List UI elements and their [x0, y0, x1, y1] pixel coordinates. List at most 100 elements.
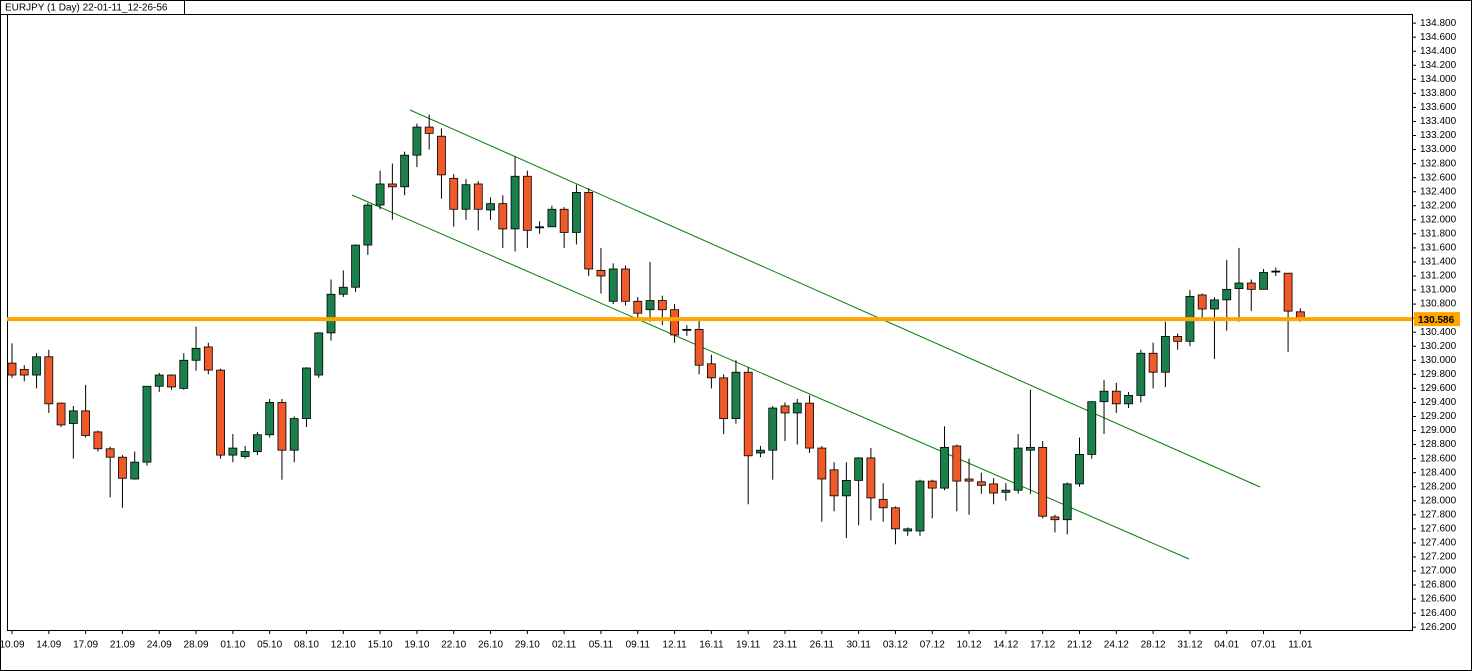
- y-tick-label: 130.200: [1420, 341, 1457, 352]
- candle-body: [1271, 270, 1281, 273]
- candle-body: [927, 480, 937, 489]
- candle-body: [179, 359, 189, 389]
- y-tick-label: 128.800: [1420, 439, 1457, 450]
- candle-body: [989, 483, 998, 494]
- x-tick-label: 17.09: [73, 640, 98, 651]
- y-tick-label: 127.800: [1420, 509, 1457, 520]
- x-tick-label: 22.10: [441, 640, 466, 651]
- candle-body: [584, 192, 594, 270]
- candle-body: [903, 528, 913, 532]
- candle-body: [854, 457, 864, 481]
- y-tick-label: 127.200: [1420, 552, 1457, 563]
- candle-body: [768, 407, 778, 451]
- y-tick-label: 126.400: [1420, 608, 1457, 619]
- y-tick-label: 129.400: [1420, 397, 1457, 408]
- candle-body: [952, 445, 962, 482]
- candle-body: [203, 346, 213, 371]
- chart-title: EURJPY (1 Day) 22-01-11_12-26-56: [5, 3, 168, 14]
- candle-body: [915, 480, 925, 532]
- x-tick-label: 05.11: [589, 640, 614, 651]
- candle-body: [1197, 294, 1207, 310]
- candle-body: [719, 377, 729, 419]
- candle-body: [1259, 272, 1268, 290]
- candle-body: [756, 449, 765, 454]
- candle-body: [486, 203, 495, 211]
- y-tick-label: 132.600: [1420, 172, 1457, 183]
- x-tick-label: 12.10: [331, 640, 356, 651]
- candle-body: [400, 154, 410, 188]
- candle-body: [1013, 447, 1023, 491]
- candle-body: [670, 309, 679, 336]
- candle-body: [878, 498, 888, 509]
- candle-body: [461, 184, 471, 210]
- candle-body: [964, 478, 974, 482]
- y-tick-label: 132.800: [1420, 158, 1457, 169]
- candle-body: [608, 268, 618, 302]
- candle-body: [424, 126, 434, 134]
- y-tick-label: 134.800: [1420, 18, 1457, 29]
- candle-body: [105, 448, 115, 458]
- candle-body: [118, 456, 127, 479]
- y-tick-label: 129.200: [1420, 411, 1457, 422]
- candle-body: [19, 369, 29, 376]
- candle-body: [314, 332, 324, 376]
- candle-body: [289, 418, 299, 451]
- candle-body: [1075, 454, 1084, 485]
- candle-body: [351, 244, 360, 288]
- x-tick-label: 11.01: [1288, 640, 1313, 651]
- candle-body: [657, 300, 667, 311]
- y-tick-label: 127.600: [1420, 523, 1457, 534]
- candle-body: [559, 208, 569, 233]
- candle-body: [338, 286, 348, 295]
- y-tick-label: 131.800: [1420, 228, 1457, 239]
- y-tick-label: 128.600: [1420, 453, 1457, 464]
- y-tick-label: 134.200: [1420, 60, 1457, 71]
- y-tick-label: 128.000: [1420, 495, 1457, 506]
- y-tick-label: 128.200: [1420, 481, 1457, 492]
- candle-body: [154, 374, 164, 387]
- y-tick-label: 133.200: [1420, 130, 1457, 141]
- candle-body: [1173, 335, 1183, 342]
- candle-body: [891, 507, 900, 530]
- candle-body: [1246, 282, 1256, 290]
- x-tick-label: 04.01: [1214, 640, 1239, 651]
- candle-body: [191, 347, 201, 361]
- y-tick-label: 129.000: [1420, 425, 1457, 436]
- candle-body: [265, 402, 275, 436]
- candle-body: [1160, 335, 1170, 373]
- y-tick-label: 130.400: [1420, 327, 1457, 338]
- candle-body: [1234, 282, 1244, 290]
- candle-body: [535, 226, 545, 229]
- x-tick-label: 19.11: [736, 640, 761, 651]
- candle-body: [387, 183, 397, 188]
- candle-body: [1087, 401, 1097, 455]
- x-tick-label: 16.11: [699, 640, 724, 651]
- x-tick-label: 02.11: [552, 640, 577, 651]
- candle-body: [56, 402, 66, 426]
- candle-body: [621, 268, 630, 302]
- candle-body: [1050, 516, 1060, 521]
- candle-body: [829, 469, 839, 497]
- candle-body: [302, 367, 311, 419]
- y-tick-label: 129.600: [1420, 383, 1457, 394]
- candle-body: [841, 479, 851, 497]
- x-tick-label: 17.12: [1030, 640, 1055, 651]
- x-tick-label: 09.11: [626, 640, 651, 651]
- x-tick-label: 08.10: [294, 640, 319, 651]
- candle-body: [1062, 483, 1072, 521]
- candle-body: [743, 371, 753, 457]
- candle-body: [976, 481, 986, 486]
- candle-body: [7, 362, 17, 376]
- candle-body: [645, 300, 655, 311]
- candle-body: [1026, 446, 1035, 451]
- x-tick-label: 05.10: [257, 640, 282, 651]
- y-tick-label: 128.400: [1420, 467, 1457, 478]
- y-tick-label: 127.400: [1420, 538, 1457, 549]
- candle-body: [1001, 489, 1011, 493]
- candle-body: [682, 328, 692, 331]
- x-tick-label: 14.09: [36, 640, 61, 651]
- plot-frame: [7, 14, 1413, 631]
- x-tick-label: 23.11: [773, 640, 798, 651]
- candle-body: [44, 356, 54, 405]
